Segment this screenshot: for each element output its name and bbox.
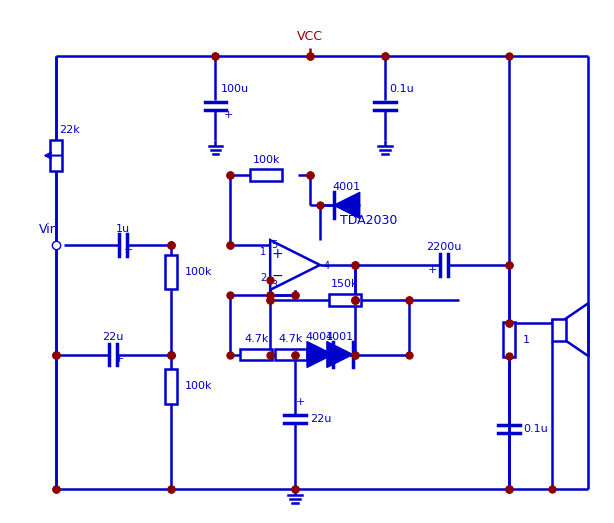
Text: 5: 5 (271, 240, 278, 250)
Text: +: + (124, 245, 134, 255)
Text: 2: 2 (260, 273, 266, 283)
Text: 22u: 22u (103, 332, 124, 342)
Text: VCC: VCC (297, 30, 323, 43)
Text: 0.1u: 0.1u (523, 424, 548, 434)
Bar (240, 348, 272, 360)
Bar (503, 322, 515, 357)
Bar (552, 319, 565, 340)
Text: 3: 3 (271, 280, 278, 290)
Text: 1: 1 (523, 335, 530, 345)
Polygon shape (307, 342, 333, 368)
Text: 100k: 100k (185, 267, 212, 277)
Polygon shape (334, 192, 360, 218)
Text: 4.7k: 4.7k (244, 334, 268, 344)
Text: −: − (271, 269, 283, 283)
Text: +: + (427, 265, 437, 275)
Text: 1u: 1u (116, 224, 130, 234)
Text: 4001: 4001 (306, 332, 334, 342)
Text: 150k: 150k (331, 279, 359, 289)
Text: +: + (271, 247, 283, 261)
Text: 4001: 4001 (333, 183, 361, 192)
Text: 100u: 100u (220, 84, 249, 94)
Text: +: + (223, 110, 233, 120)
Text: 0.1u: 0.1u (389, 84, 414, 94)
Bar (165, 369, 177, 404)
Text: TDA2030: TDA2030 (340, 214, 397, 226)
Text: 22k: 22k (60, 124, 80, 135)
Text: 22u: 22u (310, 414, 332, 424)
Bar (275, 348, 307, 360)
Text: +: + (295, 397, 305, 407)
Text: 1: 1 (260, 247, 266, 257)
Text: Vin: Vin (39, 223, 58, 236)
Text: 4: 4 (324, 261, 330, 271)
Text: 4001: 4001 (326, 332, 354, 342)
Text: +: + (114, 355, 123, 365)
Polygon shape (270, 240, 320, 290)
Bar (251, 169, 282, 181)
Text: 2200u: 2200u (427, 242, 462, 252)
Bar (50, 140, 62, 172)
Polygon shape (327, 342, 353, 368)
Text: 100k: 100k (252, 154, 280, 165)
Text: 4.7k: 4.7k (279, 334, 303, 344)
Bar (165, 255, 177, 289)
Bar (329, 294, 360, 306)
Text: 100k: 100k (185, 381, 212, 391)
